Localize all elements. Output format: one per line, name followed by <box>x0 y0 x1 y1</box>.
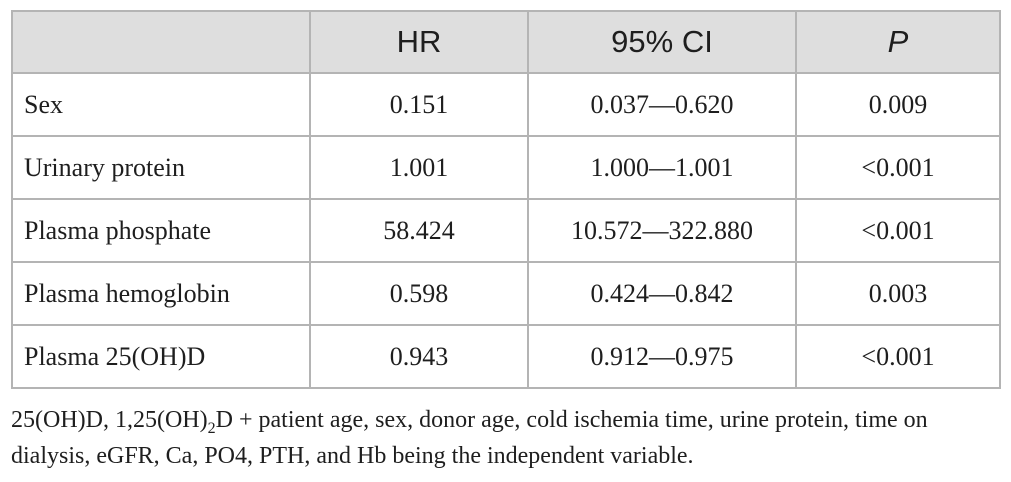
results-table: HR 95% CI P Sex 0.151 0.037—0.620 0.009 … <box>11 10 1001 389</box>
header-ci: 95% CI <box>527 10 797 74</box>
ci-cell: 0.424—0.842 <box>527 261 797 326</box>
ci-cell: 1.000—1.001 <box>527 135 797 200</box>
variable-cell: Plasma phosphate <box>11 198 311 263</box>
table-row: Plasma 25(OH)D 0.943 0.912—0.975 <0.001 <box>11 324 1001 389</box>
table-row: Sex 0.151 0.037—0.620 0.009 <box>11 72 1001 137</box>
hr-cell: 0.598 <box>309 261 529 326</box>
ci-cell: 10.572—322.880 <box>527 198 797 263</box>
variable-cell: Urinary protein <box>11 135 311 200</box>
table-footnote: 25(OH)D, 1,25(OH)2D + patient age, sex, … <box>11 402 999 474</box>
p-cell: 0.003 <box>795 261 1001 326</box>
variable-cell: Plasma 25(OH)D <box>11 324 311 389</box>
table-row: Plasma hemoglobin 0.598 0.424—0.842 0.00… <box>11 261 1001 326</box>
table-row: Plasma phosphate 58.424 10.572—322.880 <… <box>11 198 1001 263</box>
p-cell: 0.009 <box>795 72 1001 137</box>
ci-cell: 0.037—0.620 <box>527 72 797 137</box>
variable-cell: Plasma hemoglobin <box>11 261 311 326</box>
p-cell: <0.001 <box>795 135 1001 200</box>
header-hr: HR <box>309 10 529 74</box>
hr-cell: 0.151 <box>309 72 529 137</box>
header-row: HR 95% CI P <box>11 10 1001 74</box>
p-cell: <0.001 <box>795 198 1001 263</box>
variable-cell: Sex <box>11 72 311 137</box>
hr-cell: 0.943 <box>309 324 529 389</box>
footnote-prefix: 25(OH)D, 1,25(OH) <box>11 407 208 433</box>
footnote-subscript: 2 <box>207 419 216 437</box>
table-row: Urinary protein 1.001 1.000—1.001 <0.001 <box>11 135 1001 200</box>
hr-cell: 58.424 <box>309 198 529 263</box>
hr-cell: 1.001 <box>309 135 529 200</box>
p-cell: <0.001 <box>795 324 1001 389</box>
header-p: P <box>795 10 1001 74</box>
footnote-suffix: D + patient age, sex, donor age, cold is… <box>11 407 928 469</box>
ci-cell: 0.912—0.975 <box>527 324 797 389</box>
header-variable <box>11 10 311 74</box>
